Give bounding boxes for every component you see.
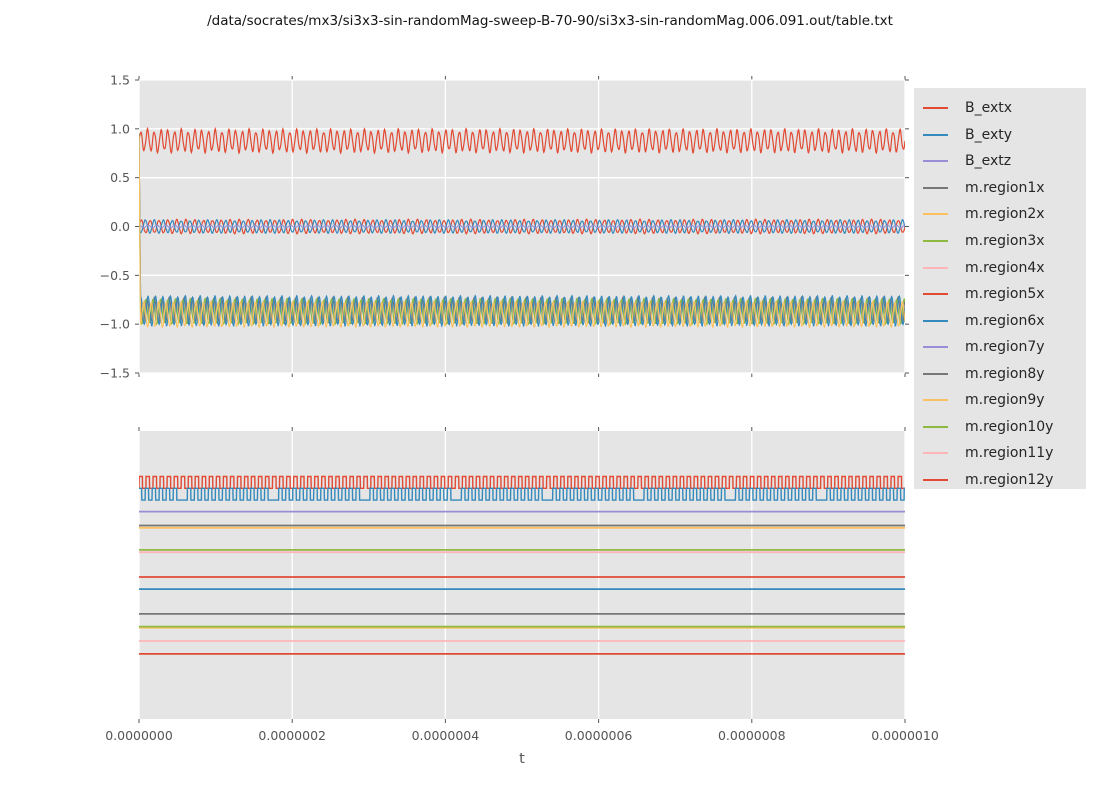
legend-line-sample [923,186,948,189]
y-tick-label: −0.5 [100,268,130,283]
legend-line-sample [923,160,948,163]
legend-label: m.region7y [965,339,1045,356]
legend-entry-m.region1x: m.region1x [914,175,1086,202]
x-tick-label: 0.0000010 [871,728,939,743]
legend-label: m.region3x [965,233,1045,249]
series-B_exty [139,218,905,235]
legend-entry-m.region6x: m.region6x [914,307,1086,334]
legend-label: m.region1x [965,179,1045,196]
legend-line-sample [923,452,948,455]
legend-line-sample [923,240,948,242]
series-square-blue [139,487,905,501]
figure-title: /data/socrates/mx3/si3x3-sin-randomMag-s… [207,13,893,29]
legend-label: m.region6x [965,312,1045,329]
y-tick-label: 0.0 [110,219,130,234]
legend-line-sample [923,266,948,269]
legend-label: m.region12y [965,471,1054,488]
legend-label: m.region2x [965,206,1045,223]
legend-label: B_extx [965,100,1013,117]
legend-entry-B_extx: B_extx [914,95,1086,122]
legend-label: m.region10y [965,418,1054,435]
legend-line-sample [923,107,948,110]
y-tick-label: −1.5 [100,366,130,381]
y-tick-label: −1.0 [100,317,130,332]
y-tick-label: 1.0 [110,121,130,136]
x-tick-label: 0.0000008 [718,728,786,743]
legend-label: m.region5x [965,286,1045,303]
series-m.region6x [139,138,905,328]
x-tick-label: 0.0000004 [412,728,480,743]
y-tick-label: 1.5 [110,73,130,88]
legend-entry-m.region8y: m.region8y [914,360,1086,387]
legend-entry-B_exty: B_exty [914,122,1086,149]
series-B_extz [139,224,905,229]
x-tick-label: 0.0000006 [565,728,633,743]
legend-line-sample [923,478,948,481]
legend-line-sample [923,293,948,296]
x-tick-label: 0.0000002 [258,728,326,743]
legend-line-sample [923,133,948,136]
legend-entry-m.region12y: m.region12y [914,467,1086,494]
legend-entry-B_extz: B_extz [914,148,1086,175]
legend: B_extx B_exty B_extz m.region1x m.region2x m.… [914,88,1086,489]
legend-entry-m.region7y: m.region7y [914,334,1086,361]
plot-area-1 [139,431,905,719]
legend-line-sample [923,425,948,428]
legend-entry-m.region2x: m.region2x [914,201,1086,228]
legend-line-sample [923,346,948,349]
legend-line-sample [923,372,948,375]
legend-line-sample [923,213,948,216]
legend-line-sample [923,319,948,322]
legend-label: m.region11y [965,445,1054,462]
legend-label: B_exty [965,126,1013,143]
legend-entry-m.region5x: m.region5x [914,281,1086,308]
legend-label: m.region4x [965,259,1045,276]
legend-entry-m.region11y: m.region11y [914,440,1086,467]
legend-entry-m.region3x: m.region3x [914,228,1086,255]
legend-label: m.region8y [965,365,1045,382]
legend-label: m.region9y [965,392,1045,409]
series-B_extx [139,126,905,155]
legend-label: B_extz [965,153,1012,170]
x-axis-label: t [519,751,525,767]
legend-line-sample [923,399,948,402]
x-tick-label: 0.0000000 [105,728,173,743]
legend-entry-m.region9y: m.region9y [914,387,1086,414]
legend-entry-m.region4x: m.region4x [914,254,1086,281]
series-m.region2x [139,135,905,329]
y-tick-label: 0.5 [110,170,130,185]
legend-entry-m.region10y: m.region10y [914,414,1086,441]
